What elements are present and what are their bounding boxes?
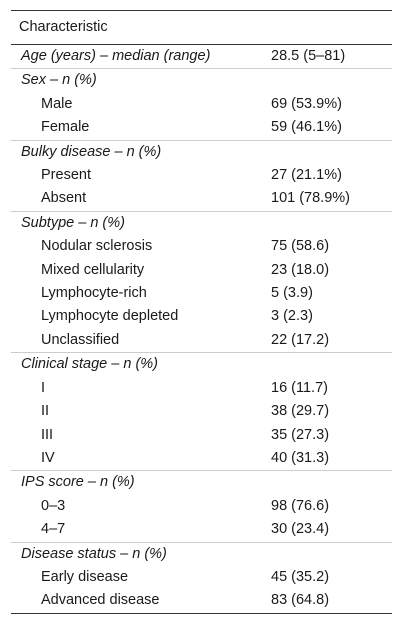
section-value	[261, 210, 392, 236]
section-row: Subtype – n (%)	[11, 210, 392, 236]
row-value: 30 (23.4)	[271, 521, 330, 538]
row-label: Lymphocyte depleted	[41, 308, 179, 325]
row-label: Unclassified	[41, 331, 120, 348]
row-value: 23 (18.0)	[271, 261, 330, 278]
row-label: IV	[41, 449, 55, 466]
section-label: IPS score – n (%)	[11, 470, 261, 495]
section-value: 28.5 (5–81)	[271, 48, 346, 64]
characteristics-table-container: Characteristic Age (years) – median (ran…	[11, 10, 392, 614]
row-value: 3 (2.3)	[271, 308, 313, 325]
table-row: Female 59 (46.1%)	[11, 116, 392, 140]
section-label: Clinical stage – n (%)	[11, 352, 261, 377]
table-header-row: Characteristic	[11, 11, 392, 45]
section-label: Disease status – n (%)	[11, 541, 261, 566]
table-row: Lymphocyte-rich 5 (3.9)	[11, 282, 392, 305]
row-label: Early disease	[41, 568, 129, 585]
row-label: Lymphocyte-rich	[41, 285, 147, 302]
section-row: Bulky disease – n (%)	[11, 139, 392, 165]
section-row: Age (years) – median (range) 28.5 (5–81)	[11, 45, 392, 69]
table-row: Early disease 45 (35.2)	[11, 566, 392, 589]
section-label: Bulky disease – n (%)	[11, 139, 261, 165]
table-row: 0–3 98 (76.6)	[11, 495, 392, 518]
section-row: IPS score – n (%)	[11, 470, 392, 495]
row-label: Mixed cellularity	[41, 261, 145, 278]
table-row: Male 69 (53.9%)	[11, 93, 392, 116]
row-value: 59 (46.1%)	[271, 119, 342, 136]
row-label: Advanced disease	[41, 592, 160, 609]
section-row: Sex – n (%)	[11, 68, 392, 93]
row-value: 5 (3.9)	[271, 285, 313, 302]
table-row: Advanced disease 83 (64.8)	[11, 589, 392, 612]
row-label: 0–3	[41, 497, 66, 514]
table-row: Mixed cellularity 23 (18.0)	[11, 259, 392, 282]
row-value: 83 (64.8)	[271, 592, 330, 609]
table-row: I 16 (11.7)	[11, 377, 392, 400]
table-row: IV 40 (31.3)	[11, 447, 392, 471]
header-value	[261, 11, 392, 45]
section-value	[261, 541, 392, 566]
section-row: Clinical stage – n (%)	[11, 352, 392, 377]
row-label: I	[41, 379, 46, 396]
row-value: 98 (76.6)	[271, 497, 330, 514]
table-row: Present 27 (21.1%)	[11, 164, 392, 187]
header-characteristic: Characteristic	[11, 11, 261, 45]
row-label: Nodular sclerosis	[41, 238, 153, 255]
table-row: Nodular sclerosis 75 (58.6)	[11, 235, 392, 258]
row-label: Present	[41, 167, 91, 184]
table-row: III 35 (27.3)	[11, 424, 392, 447]
table-row: II 38 (29.7)	[11, 400, 392, 423]
section-value	[261, 352, 392, 377]
table-row: Absent 101 (78.9%)	[11, 187, 392, 211]
table-row: Lymphocyte depleted 3 (2.3)	[11, 305, 392, 328]
section-label: Sex – n (%)	[11, 68, 261, 93]
row-value: 40 (31.3)	[271, 449, 330, 466]
row-label: III	[41, 426, 54, 443]
row-value: 22 (17.2)	[271, 331, 330, 348]
row-value: 69 (53.9%)	[271, 95, 342, 112]
row-value: 16 (11.7)	[271, 379, 328, 396]
table-body: Characteristic Age (years) – median (ran…	[11, 11, 392, 613]
row-label: Female	[41, 119, 90, 136]
characteristics-table: Characteristic Age (years) – median (ran…	[11, 11, 392, 613]
row-value: 75 (58.6)	[271, 238, 330, 255]
section-value	[261, 68, 392, 93]
table-row: 4–7 30 (23.4)	[11, 518, 392, 542]
row-value: 101 (78.9%)	[271, 190, 350, 207]
row-value: 35 (27.3)	[271, 426, 330, 443]
row-value: 27 (21.1%)	[271, 167, 342, 184]
section-label: Subtype – n (%)	[11, 210, 261, 236]
row-value: 38 (29.7)	[271, 403, 330, 420]
section-label: Age (years) – median (range)	[21, 48, 211, 64]
row-label: 4–7	[41, 521, 66, 538]
section-row: Disease status – n (%)	[11, 541, 392, 566]
row-label: II	[41, 403, 50, 420]
table-row: Unclassified 22 (17.2)	[11, 329, 392, 353]
section-value	[261, 139, 392, 165]
row-value: 45 (35.2)	[271, 568, 330, 585]
row-label: Absent	[41, 190, 87, 207]
row-label: Male	[41, 95, 73, 112]
section-value	[261, 470, 392, 495]
